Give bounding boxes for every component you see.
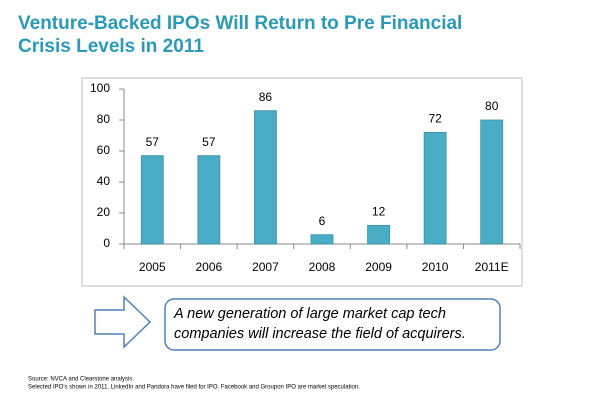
title-line: Venture-Backed IPOs Will Return to Pre F… (18, 13, 462, 34)
y-tick-label: 60 (97, 143, 111, 157)
x-tick-label: 2006 (196, 260, 223, 274)
data-label: 6 (319, 214, 326, 228)
callout-text: companies will increase the field of acq… (174, 326, 466, 342)
y-tick-label: 80 (97, 112, 111, 126)
bar (423, 131, 447, 245)
y-tick-label: 100 (90, 81, 110, 95)
x-tick-label: 2005 (139, 260, 166, 274)
bar (310, 234, 334, 245)
callout-box (164, 298, 501, 351)
x-tick-label: 2011E (475, 260, 509, 274)
bar (254, 110, 277, 245)
data-label: 72 (428, 112, 442, 126)
data-label: 57 (202, 135, 216, 149)
title-line: Crisis Levels in 2011 (18, 36, 204, 57)
data-label: 86 (259, 90, 273, 104)
bar (140, 155, 164, 245)
bar (367, 224, 390, 245)
y-tick-label: 0 (103, 236, 110, 250)
footnote: Source: NVCA and Clearstone analysis. (28, 377, 134, 383)
arrow (94, 295, 152, 349)
bar (197, 155, 221, 245)
data-label: 57 (146, 135, 160, 149)
y-tick-label: 20 (97, 205, 111, 219)
x-tick-label: 2010 (422, 260, 449, 274)
footnote: Selected IPO's shown in 2011. LinkedIn a… (28, 385, 360, 391)
data-label: 12 (372, 205, 386, 219)
x-tick-label: 2008 (309, 260, 336, 274)
bar (480, 119, 504, 245)
y-tick-label: 40 (97, 174, 111, 188)
x-tick-label: 2009 (365, 260, 392, 274)
x-tick-label: 2007 (252, 260, 279, 274)
data-label: 80 (485, 99, 499, 113)
callout-text: A new generation of large market cap tec… (173, 306, 446, 322)
